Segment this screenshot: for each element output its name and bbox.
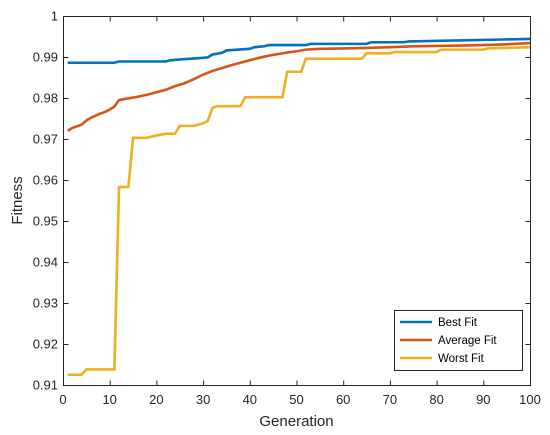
x-tick-label: 10 [102, 392, 116, 407]
x-axis-title: Generation [259, 413, 333, 430]
series-layer [66, 37, 531, 377]
legend: Best Fit Average Fit Worst Fit [394, 310, 523, 371]
y-tick-label: 0.94 [33, 255, 58, 270]
x-tick-label: 80 [429, 392, 443, 407]
x-tick-label: 70 [383, 392, 397, 407]
y-tick-label: 0.92 [33, 337, 58, 352]
y-tick-label: 0.96 [33, 173, 58, 188]
x-tick-label: 60 [336, 392, 350, 407]
legend-entry-label: Best Fit [438, 317, 478, 329]
ticks-layer: 0 10 20 30 40 50 60 70 80 90 100 0.91 0.92 0.93 0.94 0.… [33, 9, 541, 408]
x-tick-label: 30 [196, 392, 210, 407]
x-tick-label: 20 [149, 392, 163, 407]
y-axis-title: Fitness [9, 176, 26, 224]
y-tick-label: 0.97 [33, 132, 58, 147]
series-line-average-fit [66, 41, 531, 132]
y-tick-label: 0.91 [33, 378, 58, 393]
legend-entry-label: Worst Fit [438, 353, 485, 365]
x-tick-label: 90 [476, 392, 490, 407]
legend-entry-label: Average Fit [438, 335, 497, 347]
y-tick-label: 0.99 [33, 50, 58, 65]
x-tick-label: 0 [59, 392, 66, 407]
series-line-worst-fit [67, 45, 531, 377]
y-tick-label: 1 [51, 9, 58, 24]
y-tick-label: 0.93 [33, 296, 58, 311]
series-line-best-fit [67, 37, 531, 65]
x-tick-label: 50 [289, 392, 303, 407]
y-tick-label: 0.98 [33, 91, 58, 106]
x-tick-label: 40 [243, 392, 257, 407]
x-tick-label: 100 [519, 392, 541, 407]
y-tick-label: 0.95 [33, 214, 58, 229]
